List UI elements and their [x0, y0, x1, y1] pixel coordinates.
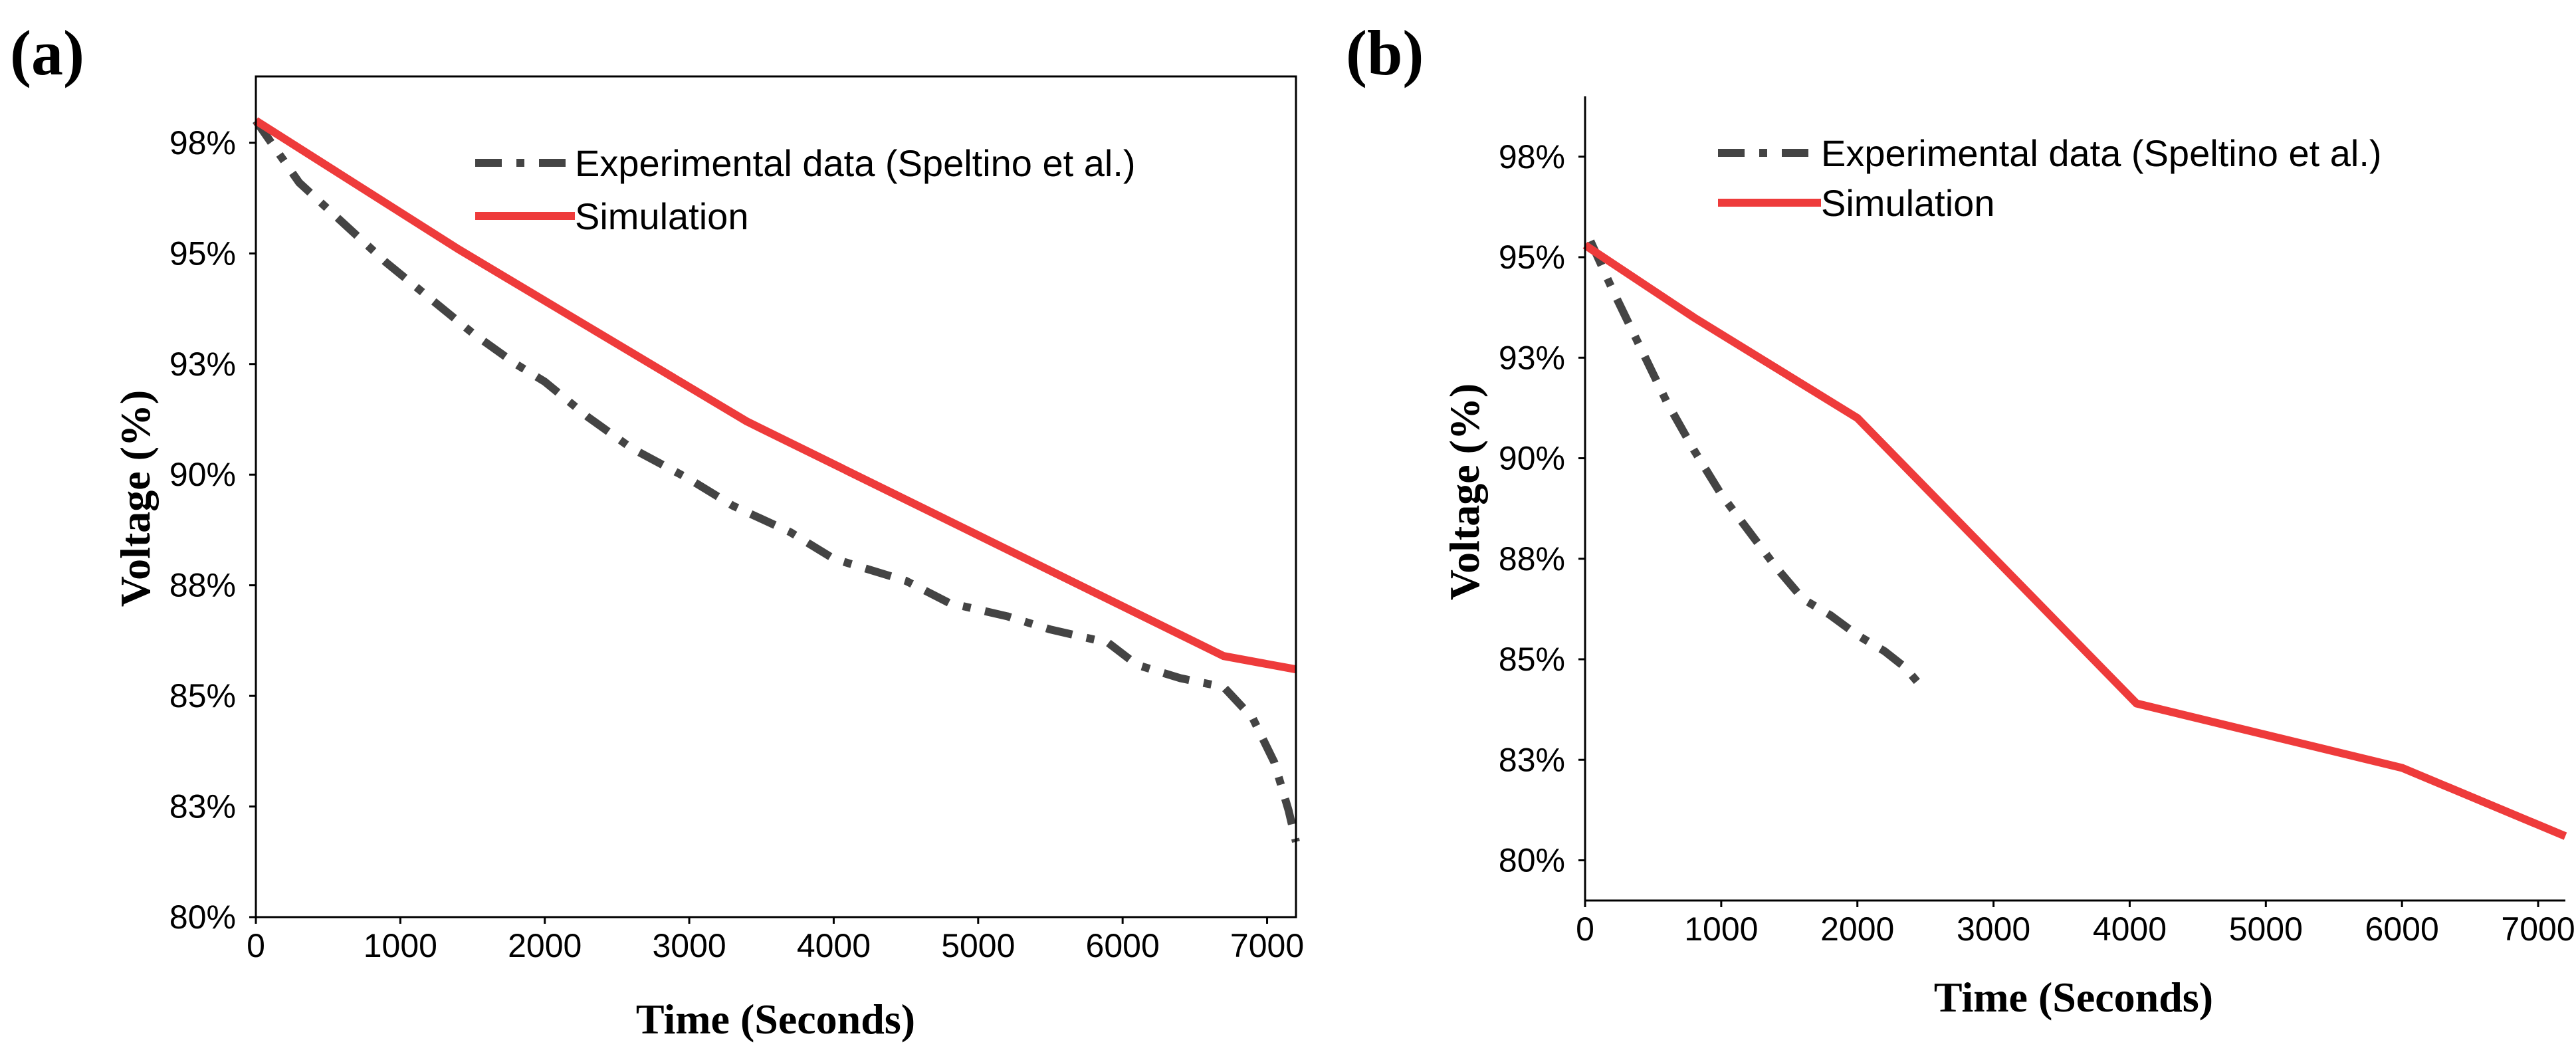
x-tick-label: 1000 [364, 927, 437, 964]
x-tick-label: 6000 [1086, 927, 1160, 964]
legend: Experimental data (Speltino et al.) Simu… [1718, 132, 2382, 224]
y-axis-title: Voltage (%) [1441, 383, 1488, 600]
y-tick-label: 80% [169, 899, 236, 936]
x-tick-label: 2000 [1820, 910, 1894, 948]
x-axis-title: Time (Seconds) [636, 996, 915, 1043]
y-tick-label: 85% [169, 677, 236, 714]
y-tick-label: 80% [1499, 842, 1565, 879]
x-ticks: 0 1000 2000 3000 4000 5000 6000 7000 [1576, 901, 2575, 948]
y-tick-label: 90% [1499, 440, 1565, 477]
legend-label-simulation: Simulation [1821, 182, 1994, 224]
experimental-line [1586, 239, 1922, 687]
x-ticks: 0 1000 2000 3000 4000 5000 6000 7000 [247, 917, 1304, 964]
series-group [1582, 239, 2567, 840]
y-tick-label: 83% [1499, 741, 1565, 778]
y-axis-title: Voltage (%) [112, 390, 159, 607]
x-tick-label: 5000 [941, 927, 1015, 964]
x-tick-label: 7000 [2501, 910, 2575, 948]
y-tick-label: 93% [1499, 339, 1565, 376]
y-tick-label: 95% [1499, 239, 1565, 276]
x-tick-label: 0 [247, 927, 265, 964]
legend-label-experimental: Experimental data (Speltino et al.) [575, 142, 1136, 184]
legend-label-experimental: Experimental data (Speltino et al.) [1821, 132, 2382, 174]
y-tick-label: 95% [169, 235, 236, 272]
y-tick-label: 98% [169, 124, 236, 161]
x-tick-label: 0 [1576, 910, 1594, 948]
panel-label: (a) [10, 17, 84, 88]
simulation-line [1582, 241, 2567, 840]
y-ticks: 80% 83% 85% 88% 90% 93% 95% 98% [1499, 138, 1585, 879]
y-ticks: 80% 83% 85% 88% 90% 93% 95% 98% [169, 124, 256, 936]
y-tick-label: 88% [169, 567, 236, 604]
x-tick-label: 3000 [1957, 910, 2030, 948]
y-tick-label: 83% [169, 788, 236, 825]
x-tick-label: 3000 [652, 927, 726, 964]
experimental-line [253, 118, 1300, 843]
x-tick-label: 7000 [1230, 927, 1304, 964]
x-tick-label: 2000 [508, 927, 582, 964]
simulation-line [253, 117, 1297, 674]
y-tick-label: 90% [169, 456, 236, 493]
panel-a: (a) 80% 83% 85% 88% 90% 93% 95% 98% 0 1000 2000 30… [10, 17, 1304, 1043]
y-tick-label: 85% [1499, 641, 1565, 678]
x-axis-title: Time (Seconds) [1934, 974, 2213, 1021]
x-tick-label: 5000 [2229, 910, 2303, 948]
legend: Experimental data (Speltino et al.) Simu… [475, 142, 1136, 237]
plot-frame [255, 75, 1297, 918]
panel-label: (b) [1346, 17, 1424, 88]
y-tick-label: 93% [169, 346, 236, 383]
legend-label-simulation: Simulation [575, 195, 748, 237]
y-tick-label: 98% [1499, 138, 1565, 175]
series-group [253, 117, 1300, 843]
x-tick-label: 1000 [1684, 910, 1758, 948]
panel-b: (b) 80% 83% 85% 88% 90% 93% 95% 98% 0 1000 2000 30… [1346, 17, 2575, 1021]
x-tick-label: 4000 [797, 927, 871, 964]
x-tick-label: 6000 [2365, 910, 2439, 948]
y-tick-label: 88% [1499, 540, 1565, 578]
x-tick-label: 4000 [2093, 910, 2167, 948]
